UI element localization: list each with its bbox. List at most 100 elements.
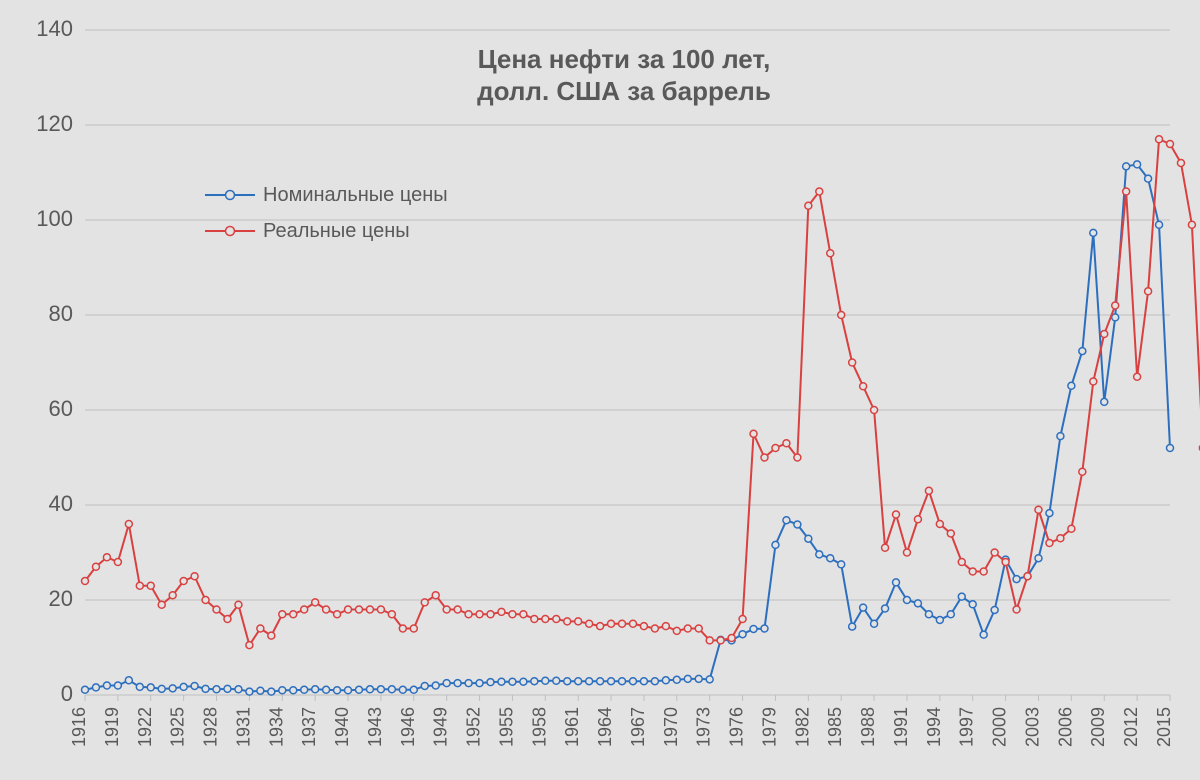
- series-marker-real: [399, 625, 406, 632]
- series-marker-nominal: [882, 605, 889, 612]
- series-marker-real: [1068, 525, 1075, 532]
- x-tick-label: 1994: [924, 707, 944, 747]
- series-marker-real: [355, 606, 362, 613]
- series-marker-nominal: [750, 625, 757, 632]
- series-marker-real: [246, 642, 253, 649]
- series-marker-nominal: [1134, 161, 1141, 168]
- legend-label: Реальные цены: [263, 220, 410, 242]
- x-tick-label: 1937: [299, 707, 319, 747]
- series-marker-real: [476, 611, 483, 618]
- series-marker-nominal: [871, 620, 878, 627]
- series-marker-nominal: [531, 678, 538, 685]
- series-marker-real: [531, 616, 538, 623]
- x-tick-label: 1964: [595, 707, 615, 747]
- chart-title-line2: долл. США за баррель: [477, 76, 771, 106]
- x-tick-label: 1931: [233, 707, 253, 747]
- series-marker-nominal: [1013, 576, 1020, 583]
- series-marker-real: [640, 623, 647, 630]
- series-marker-real: [147, 582, 154, 589]
- series-marker-nominal: [136, 683, 143, 690]
- series-marker-real: [213, 606, 220, 613]
- series-marker-nominal: [366, 686, 373, 693]
- series-marker-real: [454, 606, 461, 613]
- series-marker-real: [82, 578, 89, 585]
- y-tick-label: 80: [49, 301, 73, 326]
- series-marker-nominal: [805, 535, 812, 542]
- series-marker-nominal: [761, 625, 768, 632]
- x-tick-label: 2006: [1055, 707, 1075, 747]
- x-tick-label: 1955: [496, 707, 516, 747]
- series-marker-real: [1057, 535, 1064, 542]
- series-marker-nominal: [575, 678, 582, 685]
- series-marker-real: [936, 521, 943, 528]
- series-marker-real: [1177, 160, 1184, 167]
- series-marker-real: [366, 606, 373, 613]
- series-marker-real: [125, 521, 132, 528]
- series-marker-real: [1079, 468, 1086, 475]
- series-marker-nominal: [1101, 398, 1108, 405]
- series-marker-real: [564, 618, 571, 625]
- series-marker-real: [794, 454, 801, 461]
- series-marker-nominal: [827, 555, 834, 562]
- series-marker-nominal: [1123, 163, 1130, 170]
- series-marker-real: [991, 549, 998, 556]
- series-marker-real: [860, 383, 867, 390]
- series-marker-real: [1024, 573, 1031, 580]
- series-marker-nominal: [783, 517, 790, 524]
- legend-label: Номинальные цены: [263, 184, 448, 206]
- series-marker-nominal: [1057, 433, 1064, 440]
- series-marker-nominal: [860, 604, 867, 611]
- series-marker-real: [1101, 331, 1108, 338]
- series-marker-nominal: [312, 686, 319, 693]
- series-marker-real: [257, 625, 264, 632]
- series-marker-real: [925, 487, 932, 494]
- series-marker-nominal: [958, 593, 965, 600]
- series-marker-nominal: [651, 678, 658, 685]
- series-line-nominal: [85, 164, 1170, 691]
- series-marker-nominal: [334, 687, 341, 694]
- series-marker-real: [301, 606, 308, 613]
- series-marker-nominal: [257, 687, 264, 694]
- series-marker-real: [651, 625, 658, 632]
- series-marker-nominal: [969, 601, 976, 608]
- series-marker-nominal: [169, 685, 176, 692]
- series-marker-real: [816, 188, 823, 195]
- chart-svg: 0204060801001201401916191919221925192819…: [0, 0, 1200, 780]
- series-marker-nominal: [980, 631, 987, 638]
- series-marker-nominal: [213, 686, 220, 693]
- series-marker-real: [827, 250, 834, 257]
- series-marker-real: [388, 611, 395, 618]
- series-marker-real: [739, 616, 746, 623]
- series-marker-nominal: [388, 686, 395, 693]
- x-tick-label: 2012: [1121, 707, 1141, 747]
- y-tick-label: 40: [49, 491, 73, 516]
- series-marker-real: [103, 554, 110, 561]
- series-marker-real: [969, 568, 976, 575]
- series-marker-nominal: [936, 616, 943, 623]
- series-marker-real: [180, 578, 187, 585]
- series-marker-real: [772, 445, 779, 452]
- series-marker-nominal: [290, 687, 297, 694]
- legend-marker: [226, 227, 235, 236]
- y-tick-label: 140: [36, 16, 73, 41]
- series-marker-nominal: [1145, 175, 1152, 182]
- series-marker-real: [1090, 378, 1097, 385]
- series-marker-nominal: [739, 631, 746, 638]
- series-marker-nominal: [224, 685, 231, 692]
- series-marker-real: [849, 359, 856, 366]
- series-marker-nominal: [772, 541, 779, 548]
- series-marker-real: [947, 530, 954, 537]
- series-marker-real: [1145, 288, 1152, 295]
- series-marker-nominal: [695, 675, 702, 682]
- x-tick-label: 1949: [431, 707, 451, 747]
- series-marker-real: [1112, 302, 1119, 309]
- series-marker-nominal: [947, 611, 954, 618]
- series-marker-real: [597, 623, 604, 630]
- series-marker-nominal: [838, 561, 845, 568]
- x-tick-label: 1970: [661, 707, 681, 747]
- x-tick-label: 1985: [825, 707, 845, 747]
- series-marker-real: [684, 625, 691, 632]
- x-tick-label: 1952: [464, 707, 484, 747]
- series-marker-nominal: [914, 600, 921, 607]
- series-marker-nominal: [925, 611, 932, 618]
